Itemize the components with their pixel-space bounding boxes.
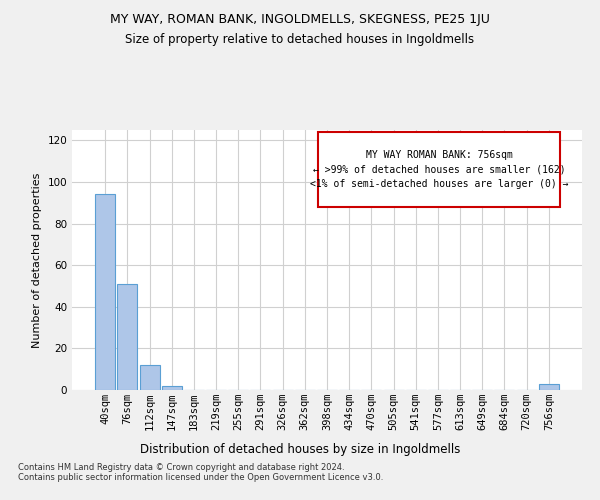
Bar <box>118 284 137 390</box>
Text: Size of property relative to detached houses in Ingoldmells: Size of property relative to detached ho… <box>125 32 475 46</box>
Bar <box>140 365 160 390</box>
Bar <box>539 384 559 390</box>
Bar <box>162 386 182 390</box>
Bar <box>95 194 115 390</box>
Text: MY WAY ROMAN BANK: 756sqm
← >99% of detached houses are smaller (162)
<1% of sem: MY WAY ROMAN BANK: 756sqm ← >99% of deta… <box>310 150 568 190</box>
Text: MY WAY, ROMAN BANK, INGOLDMELLS, SKEGNESS, PE25 1JU: MY WAY, ROMAN BANK, INGOLDMELLS, SKEGNES… <box>110 12 490 26</box>
Text: Contains HM Land Registry data © Crown copyright and database right 2024.
Contai: Contains HM Land Registry data © Crown c… <box>18 462 383 482</box>
Text: Distribution of detached houses by size in Ingoldmells: Distribution of detached houses by size … <box>140 442 460 456</box>
Y-axis label: Number of detached properties: Number of detached properties <box>32 172 42 348</box>
FancyBboxPatch shape <box>318 132 560 207</box>
